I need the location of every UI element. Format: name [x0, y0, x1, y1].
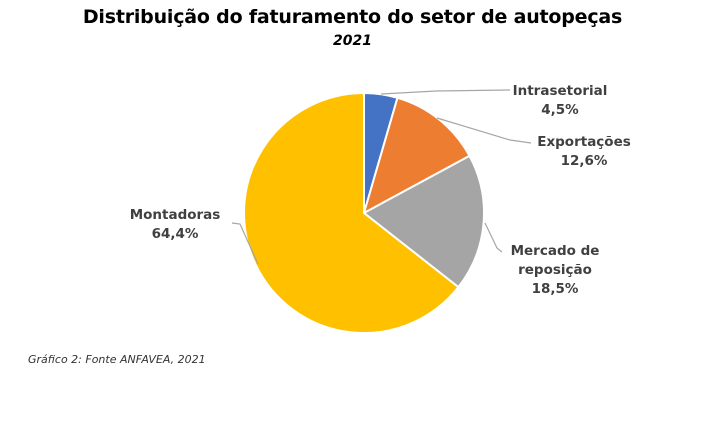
slice-mercado-reposicao	[362, 154, 485, 289]
chart-area: Distribuição do faturamento do setor de …	[28, 6, 631, 366]
data-label-montadoras: Montadoras 64,4%	[129, 207, 221, 242]
chart-title: Distribuição do faturamento do setor de …	[82, 6, 623, 28]
leader-line-mercado	[484, 222, 503, 253]
pie-chart	[231, 89, 532, 334]
leader-line-exportacoes	[436, 117, 532, 144]
slice-exportacoes	[362, 96, 471, 216]
chart-caption: Gráfico 2: Fonte ANFAVEA, 2021	[28, 353, 206, 366]
data-label-intrasetorial: Intrasetorial 4,5%	[512, 83, 608, 118]
chart-subtitle: 2021	[333, 33, 372, 49]
data-label-mercado-reposicao: Mercado de reposição 18,5%	[510, 243, 600, 297]
data-label-exportacoes: Exportações 12,6%	[537, 134, 631, 169]
leader-line-intrasetorial	[380, 89, 511, 95]
slice-montadoras	[243, 91, 460, 334]
leader-line-montadoras	[231, 222, 259, 265]
